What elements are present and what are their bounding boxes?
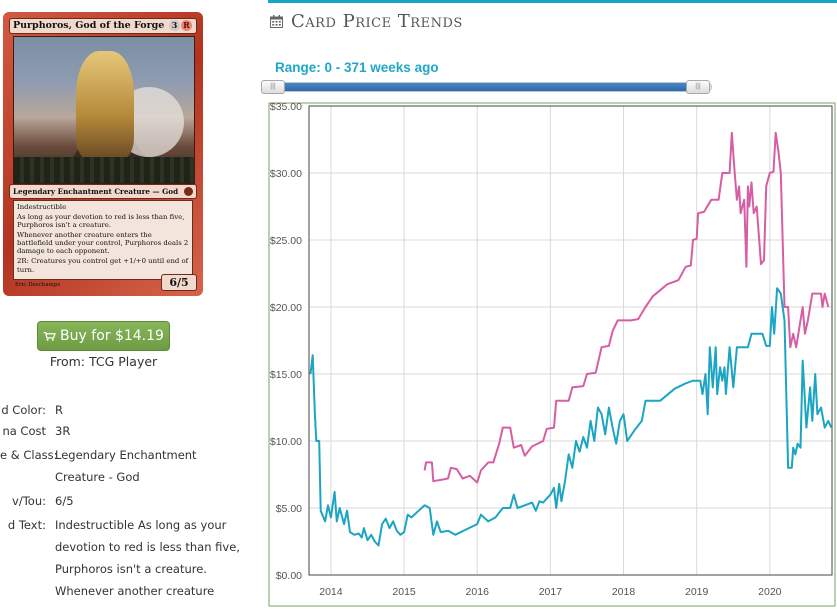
detail-value: Purphoros isn't a creature.	[55, 562, 207, 576]
detail-value: Legendary Enchantment	[55, 448, 197, 462]
x-tick-label: 2018	[612, 586, 636, 598]
detail-label: d Text:	[7, 518, 46, 532]
range-slider-handle-left[interactable]: |||	[261, 80, 285, 94]
mana-generic-icon: 3	[169, 20, 180, 31]
rules-line: Indestructible	[17, 203, 67, 211]
detail-value: Indestructible As long as your	[55, 518, 227, 532]
card-image: Purphoros, God of the Forge 3 R Legendar…	[3, 12, 203, 296]
panel-accent-bar	[268, 0, 837, 3]
detail-value: 3R	[55, 424, 71, 438]
plot-area-frame	[308, 105, 833, 576]
range-label: Range: 0 - 371 weeks ago	[275, 60, 439, 75]
y-tick-label: $30.00	[270, 168, 302, 180]
mana-cost: 3 R	[169, 20, 192, 31]
card-name: Purphoros, God of the Forge	[13, 20, 165, 31]
mana-red-icon: R	[181, 20, 192, 31]
y-tick-label: $35.00	[270, 102, 302, 113]
price-source: From: TCG Player	[49, 354, 158, 369]
card-rules-text: Indestructible As long as your devotion …	[13, 200, 193, 280]
card-power-toughness: 6/5	[161, 274, 197, 291]
y-tick-label: $20.00	[270, 302, 302, 314]
rules-line: As long as your devotion to red is less …	[17, 212, 185, 230]
y-tick-label: $10.00	[270, 436, 302, 448]
x-tick-label: 2015	[392, 586, 416, 598]
trees-art	[14, 157, 194, 183]
card-type-line: Legendary Enchantment Creature — God	[9, 184, 197, 199]
shopping-cart-icon	[43, 332, 56, 341]
detail-label: v/Tou:	[12, 494, 46, 508]
detail-value: devotion to red is less than five,	[55, 540, 240, 554]
detail-label: na Cost	[2, 424, 46, 438]
range-slider-handle-right[interactable]: |||	[686, 80, 710, 94]
detail-value: R	[55, 403, 63, 417]
panel-title-text: Card Price Trends	[291, 11, 463, 32]
x-tick-label: 2020	[758, 586, 782, 598]
range-slider-fill[interactable]	[272, 83, 698, 91]
detail-value: Whenever another creature	[55, 584, 215, 598]
rules-line: 2R: Creatures you control get +1/+0 unti…	[17, 257, 189, 274]
buy-button-label: Buy for $14.19	[60, 328, 164, 344]
detail-value: 6/5	[55, 494, 74, 508]
y-tick-label: $5.00	[276, 503, 302, 515]
y-tick-label: $25.00	[270, 235, 302, 247]
type-line-text: Legendary Enchantment Creature — God	[13, 187, 179, 196]
y-tick-label: $0.00	[276, 570, 302, 582]
detail-label: e & Class:	[0, 448, 58, 462]
god-figure-art	[76, 51, 134, 159]
y-tick-label: $15.00	[270, 369, 302, 381]
x-tick-label: 2017	[539, 586, 563, 598]
price-chart-svg: $0.00 $5.00 $10.00 $15.00 $20.00 $25.00 $30.00…	[268, 101, 836, 607]
price-line-foil	[423, 131, 830, 484]
card-artist: Eric Deschamps	[15, 282, 61, 288]
detail-label: d Color:	[1, 403, 46, 417]
price-chart: $0.00 $5.00 $10.00 $15.00 $20.00 $25.00 $30.00…	[268, 101, 837, 607]
panel-title: Card Price Trends	[270, 11, 463, 32]
detail-value: Creature - God	[55, 470, 140, 484]
chart-outer-frame	[268, 102, 836, 607]
x-tick-label: 2016	[466, 586, 490, 598]
x-tick-label: 2014	[319, 586, 343, 598]
card-title-bar: Purphoros, God of the Forge 3 R	[9, 18, 197, 34]
rules-line: Whenever another creature enters the bat…	[17, 230, 189, 256]
x-tick-label: 2019	[685, 586, 709, 598]
card-artwork	[13, 36, 195, 184]
set-symbol-icon	[184, 187, 193, 196]
buy-button[interactable]: Buy for $14.19	[37, 321, 170, 351]
price-line-normal	[309, 287, 833, 547]
calendar-icon	[270, 15, 283, 28]
